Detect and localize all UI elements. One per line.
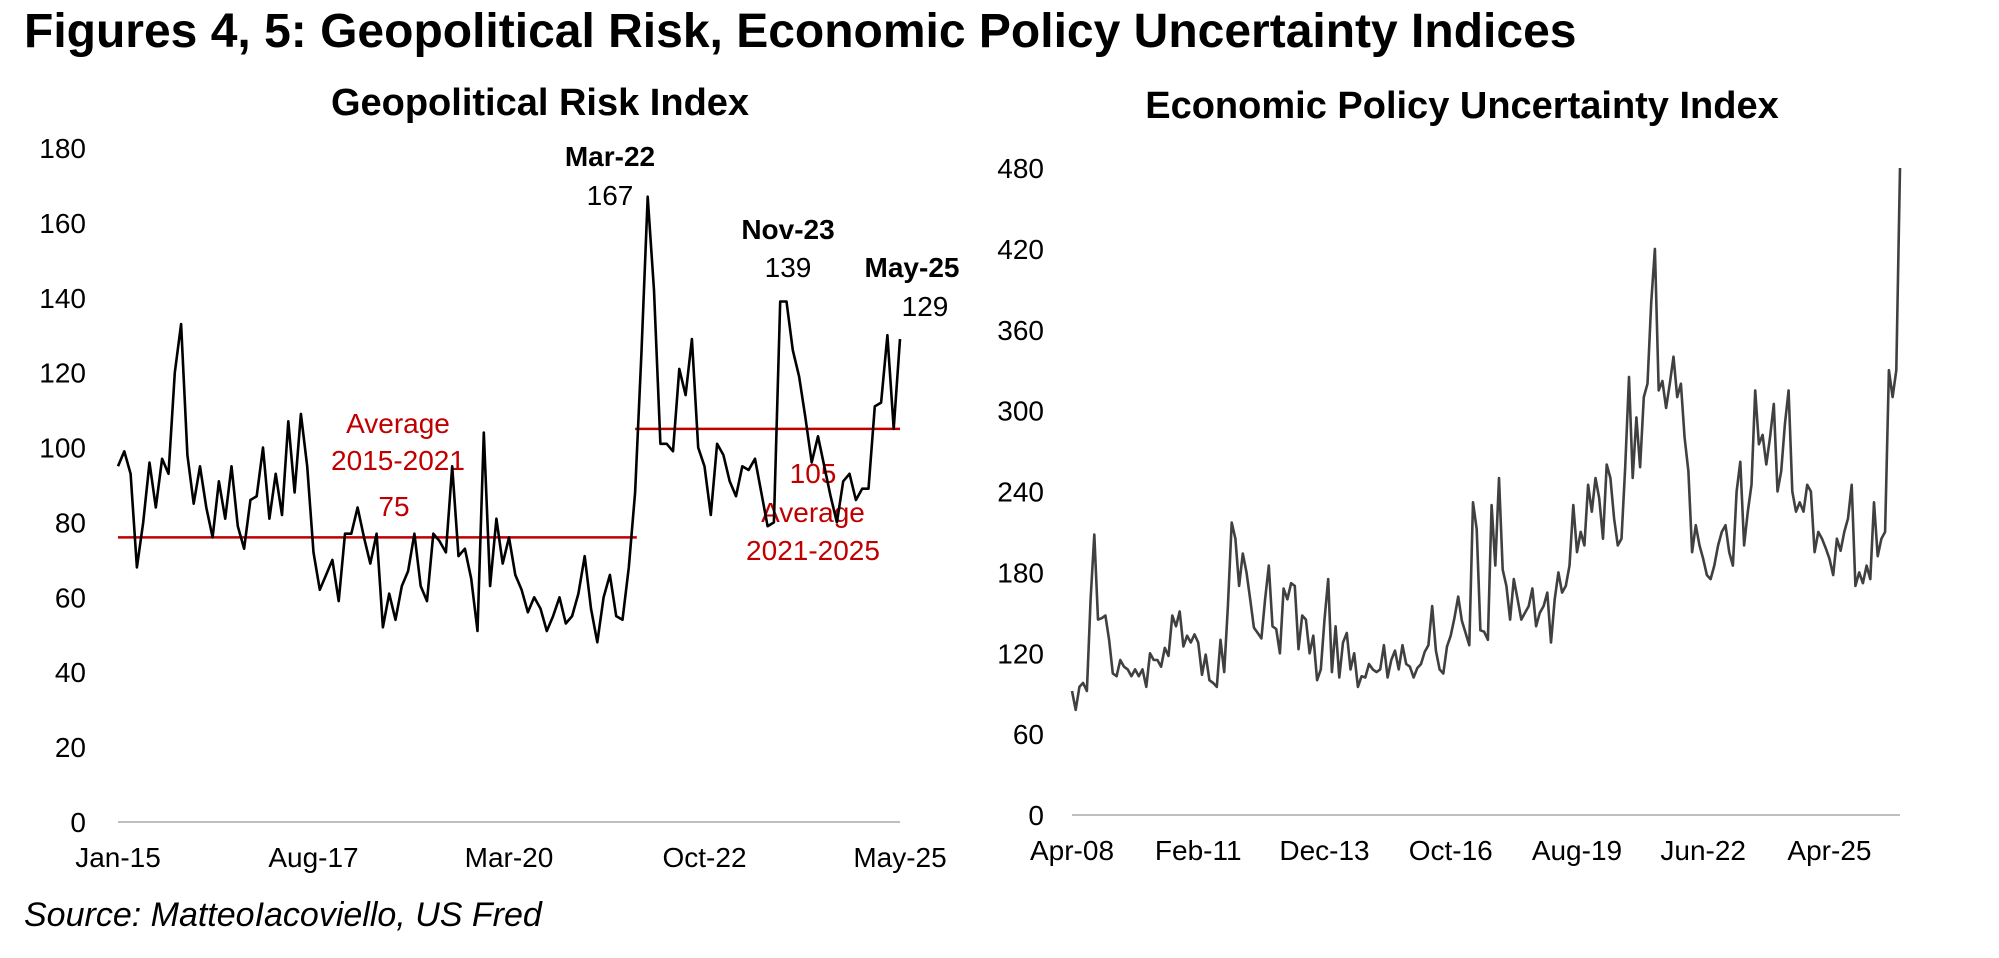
source-note: Source: MatteoIacoviello, US Fred bbox=[24, 896, 542, 934]
annotation-date-nov-23: Nov-23 bbox=[741, 214, 834, 245]
geopolitical-y-tick: 40 bbox=[55, 657, 86, 688]
geopolitical-x-tick: Aug-17 bbox=[268, 842, 358, 873]
annotation-date-mar-22: Mar-22 bbox=[565, 141, 655, 172]
geopolitical-risk-line bbox=[116, 195, 902, 644]
geopolitical-y-tick: 100 bbox=[39, 433, 86, 464]
geopolitical-y-tick: 80 bbox=[55, 507, 86, 538]
geopolitical-x-tick: Mar-20 bbox=[465, 842, 554, 873]
geopolitical-y-tick: 0 bbox=[70, 807, 86, 838]
geopolitical-y-tick: 140 bbox=[39, 283, 86, 314]
annotation-value-may-25: 129 bbox=[902, 291, 949, 322]
average-2015-2021-value: 75 bbox=[378, 491, 409, 522]
average-2015-2021-label: Average bbox=[346, 408, 450, 439]
annotation-value-nov-23: 139 bbox=[765, 252, 812, 283]
average-2021-2025-label: Average bbox=[761, 497, 865, 528]
average-2015-2021-period: 2015-2021 bbox=[331, 445, 465, 476]
geopolitical-chart-title: Geopolitical Risk Index bbox=[331, 82, 749, 124]
figure-title: Figures 4, 5: Geopolitical Risk, Economi… bbox=[24, 5, 1577, 58]
annotation-value-mar-22: 167 bbox=[587, 180, 634, 211]
geopolitical-y-tick: 60 bbox=[55, 582, 86, 613]
geopolitical-x-tick: Oct-22 bbox=[662, 842, 746, 873]
geopolitical-y-tick: 120 bbox=[39, 358, 86, 389]
geopolitical-y-tick: 160 bbox=[39, 208, 86, 239]
annotation-date-may-25: May-25 bbox=[865, 252, 960, 283]
geopolitical-y-tick: 20 bbox=[55, 732, 86, 763]
average-2021-2025-period: 2021-2025 bbox=[746, 535, 880, 566]
geopolitical-x-tick: May-25 bbox=[853, 842, 946, 873]
geopolitical-x-tick: Jan-15 bbox=[75, 842, 161, 873]
geopolitical-y-tick: 180 bbox=[39, 133, 86, 164]
